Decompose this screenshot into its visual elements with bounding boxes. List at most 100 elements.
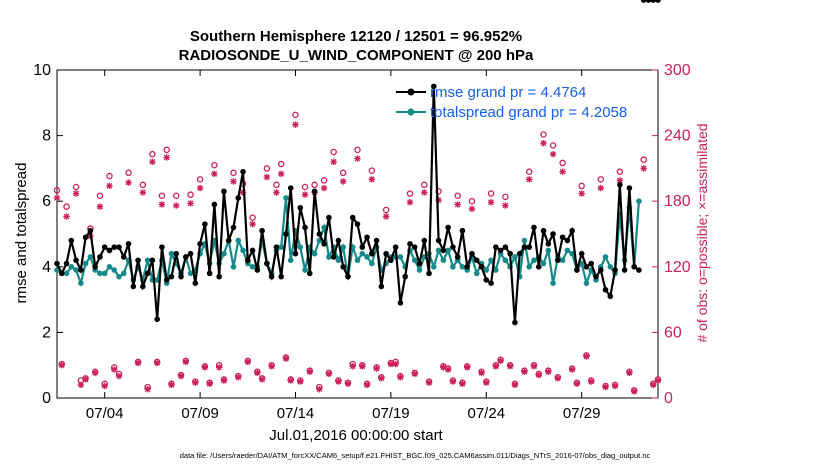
- obs-assimilated-stroke: [63, 213, 70, 220]
- obs-assimilated-point: [111, 366, 118, 373]
- obs-assimilated-stroke: [612, 383, 618, 389]
- obs-assimilated-stroke: [254, 369, 261, 376]
- totalspread-point: [120, 270, 127, 277]
- obs-assimilated-point: [368, 176, 376, 183]
- obs-assimilated-point: [611, 382, 619, 390]
- obs-assimilated-point: [287, 377, 294, 384]
- rmse-point: [602, 286, 609, 293]
- obs-assimilated-stroke: [116, 373, 122, 379]
- totalspread-point: [435, 247, 442, 254]
- totalspread-point: [583, 280, 590, 287]
- obs-possible-point: [263, 165, 271, 172]
- obs-possible-point: [382, 206, 390, 214]
- obs-possible-point: [249, 214, 256, 221]
- obs-assimilated-point: [235, 374, 242, 381]
- rmse-point: [254, 267, 261, 273]
- rmse-point: [636, 267, 642, 273]
- obs-assimilated-point: [144, 386, 151, 393]
- totalspread-point: [240, 247, 246, 254]
- rmse-point: [574, 267, 580, 273]
- rmse-point: [626, 185, 633, 191]
- obs-assimilated-point: [339, 178, 347, 185]
- rmse-point: [531, 224, 537, 231]
- rmse-point: [173, 250, 180, 257]
- rmse-point: [478, 264, 485, 270]
- obs-assimilated-point: [530, 363, 538, 370]
- x-tick-label: 07/09: [181, 405, 219, 422]
- rmse-point: [569, 227, 575, 234]
- obs-assimilated-stroke: [92, 369, 99, 376]
- obs-assimilated-point: [91, 369, 99, 377]
- obs-possible-point: [597, 176, 605, 183]
- totalspread-point: [473, 270, 480, 277]
- right-y-tick-label: 0: [664, 390, 673, 407]
- totalspread-point: [483, 267, 490, 273]
- rmse-point: [311, 188, 318, 195]
- obs-possible-point: [549, 142, 557, 149]
- totalspread-point: [340, 244, 346, 250]
- obs-assimilated-stroke: [159, 201, 165, 208]
- obs-assimilated-stroke: [578, 190, 585, 197]
- totalspread-point: [235, 237, 242, 244]
- totalspread-point: [116, 273, 122, 280]
- obs-assimilated-stroke: [483, 379, 490, 386]
- obs-assimilated-stroke: [359, 363, 366, 370]
- rmse-point: [235, 195, 242, 201]
- obs-assimilated-point: [168, 381, 175, 389]
- obs-possible-point: [63, 203, 70, 210]
- rmse-point: [264, 260, 270, 267]
- obs-assimilated-point: [163, 154, 170, 161]
- obs-assimilated-stroke: [292, 121, 299, 128]
- totalspread-point: [63, 270, 70, 277]
- obs-assimilated-stroke: [77, 382, 84, 388]
- rmse-point: [612, 267, 618, 273]
- obs-assimilated-stroke: [445, 366, 451, 373]
- obs-assimilated-stroke: [554, 375, 561, 382]
- rmse-point: [473, 257, 480, 264]
- obs-assimilated-stroke: [326, 371, 332, 377]
- obs-possible-point: [301, 183, 309, 191]
- x-tick-label: 07/04: [86, 405, 124, 422]
- rmse-point: [502, 244, 509, 250]
- obs-assimilated-point: [158, 201, 166, 208]
- obs-possible-point: [540, 131, 547, 138]
- rmse-point: [140, 283, 146, 290]
- obs-possible-point: [72, 183, 80, 191]
- rmse-point: [273, 244, 280, 250]
- obs-assimilated-point: [630, 388, 638, 395]
- totalspread-point: [440, 257, 447, 264]
- rmse-point: [354, 221, 361, 227]
- totalspread-point: [101, 270, 108, 277]
- obs-assimilated-stroke: [397, 374, 404, 381]
- rmse-point: [535, 264, 542, 270]
- rmse-point: [230, 224, 237, 231]
- obs-possible-point: [339, 169, 347, 177]
- rmse-point: [111, 244, 118, 250]
- right-y-tick-label: 180: [664, 193, 691, 210]
- obs-assimilated-stroke: [244, 359, 251, 365]
- totalspread-point: [321, 224, 327, 231]
- obs-assimilated-stroke: [197, 185, 203, 191]
- obs-assimilated-point: [211, 170, 218, 178]
- rmse-point: [402, 273, 408, 280]
- totalspread-point: [326, 254, 332, 260]
- obs-assimilated-point: [125, 179, 132, 186]
- obs-assimilated-stroke: [492, 363, 499, 370]
- rmse-point: [578, 250, 585, 257]
- obs-assimilated-point: [363, 381, 371, 389]
- obs-assimilated-point: [597, 184, 604, 192]
- obs-possible-point: [616, 168, 624, 175]
- obs-assimilated-point: [454, 201, 461, 208]
- rmse-point: [383, 250, 389, 257]
- y-tick-label: 2: [42, 324, 51, 341]
- rmse-point: [302, 224, 308, 231]
- chart-title: Southern Hemisphere 12120 / 12501 = 96.9…: [190, 28, 522, 45]
- rmse-point: [507, 250, 513, 257]
- obs-assimilated-stroke: [345, 380, 351, 387]
- rmse-point: [588, 260, 595, 267]
- obs-assimilated-stroke: [335, 378, 342, 385]
- obs-assimilated-stroke: [101, 383, 108, 389]
- obs-assimilated-stroke: [535, 372, 542, 378]
- rmse-point: [516, 250, 523, 257]
